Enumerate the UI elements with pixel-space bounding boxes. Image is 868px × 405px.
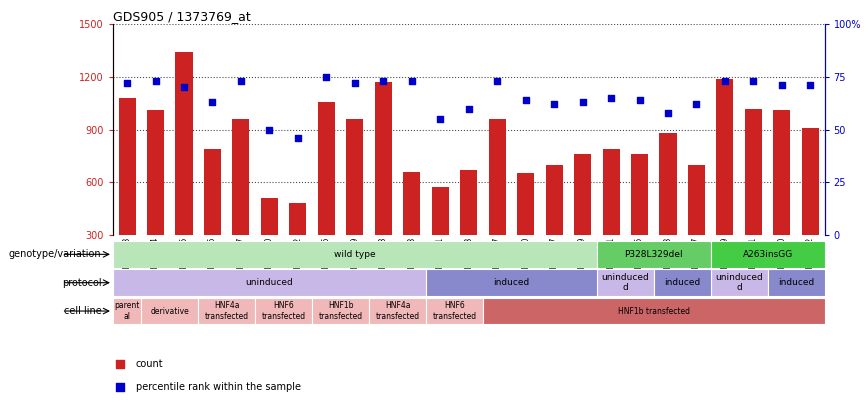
- Text: percentile rank within the sample: percentile rank within the sample: [135, 382, 300, 392]
- Point: [746, 78, 760, 84]
- Text: protocol: protocol: [62, 278, 102, 288]
- Bar: [767, 269, 825, 296]
- Point: [462, 105, 476, 112]
- Text: HNF4a
transfected: HNF4a transfected: [376, 301, 419, 321]
- Bar: [711, 241, 825, 268]
- Bar: [602, 149, 620, 288]
- Bar: [517, 173, 534, 288]
- Bar: [318, 102, 335, 288]
- Point: [148, 78, 162, 84]
- Bar: [289, 203, 306, 288]
- Bar: [597, 241, 711, 268]
- Text: wild type: wild type: [334, 250, 376, 259]
- Text: derivative: derivative: [150, 307, 189, 315]
- Bar: [654, 269, 711, 296]
- Bar: [255, 298, 312, 324]
- Bar: [802, 128, 819, 288]
- Text: cell line: cell line: [63, 306, 102, 316]
- Point: [377, 78, 391, 84]
- Bar: [204, 149, 221, 288]
- Point: [718, 78, 732, 84]
- Point: [262, 126, 276, 133]
- Point: [575, 99, 589, 105]
- Bar: [716, 79, 733, 288]
- Text: HNF1b transfected: HNF1b transfected: [618, 307, 690, 315]
- Point: [404, 78, 418, 84]
- Bar: [574, 154, 591, 288]
- Bar: [631, 154, 648, 288]
- Bar: [346, 119, 364, 288]
- Point: [519, 97, 533, 103]
- Bar: [261, 198, 278, 288]
- Text: count: count: [135, 359, 163, 369]
- Text: uninduced
d: uninduced d: [715, 273, 763, 292]
- Text: P328L329del: P328L329del: [624, 250, 683, 259]
- Bar: [113, 269, 426, 296]
- Point: [113, 384, 127, 390]
- Bar: [489, 119, 506, 288]
- Text: uninduced: uninduced: [246, 278, 293, 287]
- Bar: [431, 187, 449, 288]
- Bar: [175, 52, 193, 288]
- Text: HNF6
transfected: HNF6 transfected: [261, 301, 306, 321]
- Bar: [113, 241, 597, 268]
- Bar: [113, 298, 141, 324]
- Text: parent
al: parent al: [115, 301, 140, 321]
- Text: uninduced
d: uninduced d: [602, 273, 649, 292]
- Bar: [483, 298, 825, 324]
- Bar: [660, 133, 676, 288]
- Bar: [426, 298, 483, 324]
- Text: induced: induced: [778, 278, 814, 287]
- Text: GDS905 / 1373769_at: GDS905 / 1373769_at: [113, 10, 251, 23]
- Bar: [119, 98, 135, 288]
- Text: induced: induced: [664, 278, 700, 287]
- Text: A263insGG: A263insGG: [742, 250, 792, 259]
- Text: HNF6
transfected: HNF6 transfected: [432, 301, 477, 321]
- Point: [775, 82, 789, 89]
- Point: [319, 74, 333, 80]
- Bar: [688, 165, 705, 288]
- Point: [689, 101, 703, 108]
- Point: [113, 361, 127, 367]
- Bar: [233, 119, 249, 288]
- Bar: [375, 82, 391, 288]
- Text: HNF4a
transfected: HNF4a transfected: [205, 301, 249, 321]
- Point: [490, 78, 504, 84]
- Bar: [711, 269, 767, 296]
- Text: induced: induced: [493, 278, 529, 287]
- Bar: [198, 298, 255, 324]
- Bar: [597, 269, 654, 296]
- Bar: [147, 110, 164, 288]
- Point: [661, 109, 675, 116]
- Text: HNF1b
transfected: HNF1b transfected: [319, 301, 363, 321]
- Point: [633, 97, 647, 103]
- Bar: [369, 298, 426, 324]
- Point: [234, 78, 248, 84]
- Point: [604, 95, 618, 101]
- Point: [120, 80, 134, 87]
- Point: [433, 116, 447, 122]
- Bar: [312, 298, 369, 324]
- Bar: [141, 298, 198, 324]
- Point: [547, 101, 561, 108]
- Point: [291, 135, 305, 141]
- Bar: [745, 109, 762, 288]
- Point: [804, 82, 818, 89]
- Point: [206, 99, 220, 105]
- Point: [177, 84, 191, 91]
- Bar: [773, 110, 791, 288]
- Bar: [426, 269, 597, 296]
- Point: [348, 80, 362, 87]
- Bar: [404, 172, 420, 288]
- Bar: [460, 170, 477, 288]
- Text: genotype/variation: genotype/variation: [9, 249, 102, 259]
- Bar: [546, 165, 562, 288]
